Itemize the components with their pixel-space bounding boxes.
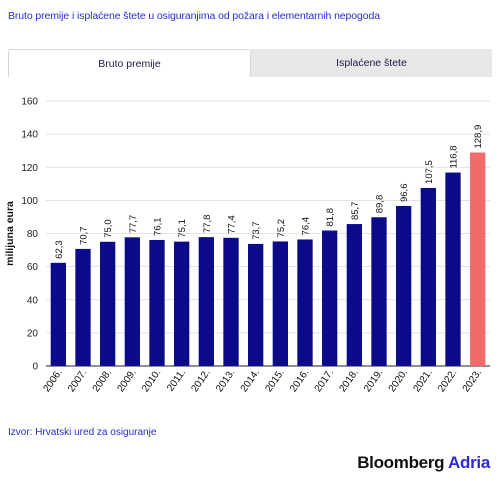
x-tick-label: 2015. (263, 367, 286, 394)
x-tick-label: 2017. (313, 367, 336, 394)
bar (297, 239, 313, 366)
data-label: 75,2 (276, 219, 287, 238)
bar (322, 230, 338, 366)
tab-isplacene-stete[interactable]: Isplaćene štete (251, 49, 492, 77)
y-tick-label: 80 (27, 229, 39, 240)
data-label: 77,8 (202, 215, 213, 234)
y-tick-label: 40 (27, 295, 39, 306)
brand-logo: Bloomberg Adria (357, 453, 490, 473)
source-note: Izvor: Hrvatski ured za osiguranje (8, 427, 157, 438)
data-label: 85,7 (350, 202, 361, 221)
data-label: 76,1 (153, 217, 164, 236)
data-label: 116,8 (449, 145, 460, 168)
data-label: 77,7 (128, 215, 139, 234)
x-tick-label: 2008. (91, 367, 114, 394)
tab-bruto-premije[interactable]: Bruto premije (8, 49, 251, 77)
bar (50, 262, 66, 366)
brand-accent: Adria (448, 453, 490, 472)
y-tick-label: 20 (27, 328, 39, 339)
data-label: 107,5 (424, 160, 435, 184)
x-tick-label: 2019. (362, 367, 385, 394)
bar (149, 239, 165, 366)
bar (346, 224, 362, 366)
y-tick-label: 60 (27, 262, 39, 273)
x-tick-label: 2011. (165, 367, 188, 393)
bar (470, 152, 486, 366)
data-label: 62,3 (54, 240, 65, 258)
x-tick-label: 2006. (41, 367, 64, 394)
bar (396, 206, 412, 366)
x-tick-label: 2018. (337, 367, 360, 394)
x-tick-label: 2013. (214, 367, 237, 394)
x-tick-label: 2014. (239, 367, 262, 394)
x-tick-label: 2023. (461, 367, 484, 394)
data-label: 70,7 (79, 226, 90, 245)
bar (75, 248, 91, 366)
x-tick-label: 2016. (288, 367, 311, 394)
y-tick-label: 0 (32, 362, 38, 373)
data-label: 75,0 (103, 219, 114, 238)
data-label: 76,4 (301, 217, 312, 236)
data-label: 73,7 (251, 221, 262, 240)
x-tick-label: 2021. (411, 367, 434, 394)
data-label: 96,6 (399, 184, 410, 203)
bar-chart: 0 20 40 60 80 100 120 140 160 milijuna eura 62,3 20… (4, 97, 490, 394)
data-label: 89,8 (375, 195, 386, 214)
chart-title: Bruto premije i isplaćene štete u osigur… (8, 10, 380, 22)
bar (198, 237, 214, 366)
x-tick-label: 2020. (387, 367, 410, 394)
brand-main: Bloomberg (357, 453, 445, 472)
x-tick-label: 2012. (189, 367, 212, 394)
bar (174, 241, 190, 366)
y-tick-label: 140 (21, 130, 38, 141)
x-tick-label: 2022. (436, 367, 459, 394)
x-tick-label: 2009. (115, 367, 138, 394)
bar (100, 241, 116, 366)
bar (445, 172, 461, 366)
bar (420, 187, 436, 366)
bar (124, 237, 140, 366)
bar (248, 243, 264, 366)
tab-bar: Bruto premije Isplaćene štete (8, 49, 492, 77)
y-axis-label: milijuna eura (4, 201, 16, 266)
y-tick-label: 120 (21, 163, 38, 174)
x-tick-label: 2010. (140, 367, 163, 394)
data-label: 81,8 (325, 208, 336, 227)
y-tick-label: 160 (21, 97, 38, 108)
data-label: 77,4 (227, 215, 238, 234)
data-label: 75,1 (177, 219, 188, 238)
bar (272, 241, 288, 366)
data-label: 128,9 (473, 125, 484, 149)
y-tick-label: 100 (21, 196, 38, 207)
x-tick-label: 2007. (66, 367, 89, 394)
bar (223, 237, 239, 366)
bar (371, 217, 387, 366)
